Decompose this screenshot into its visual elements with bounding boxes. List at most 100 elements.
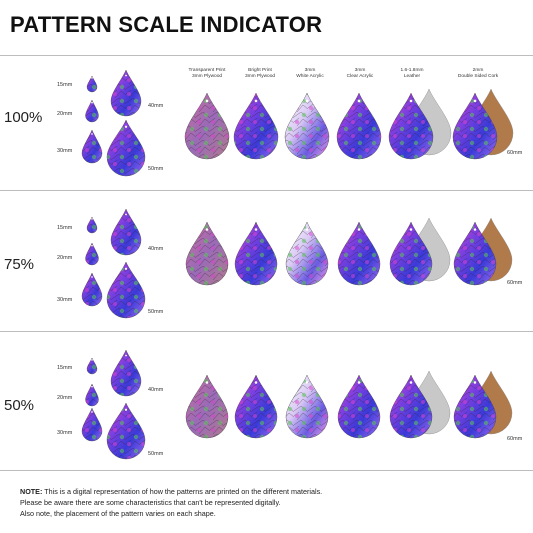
hole	[91, 101, 93, 104]
size-label: 15mm	[57, 225, 73, 231]
material-sample-drop-pattern	[338, 222, 380, 285]
size-label: 60mm	[507, 150, 523, 156]
size-sample-drop-pattern	[111, 209, 141, 255]
hole	[409, 99, 413, 103]
material-sample-drop-pattern	[454, 375, 496, 438]
material-sample-drop-pattern	[338, 375, 380, 438]
size-label: 30mm	[57, 148, 73, 154]
size-label: 60mm	[507, 280, 523, 286]
hole	[91, 133, 93, 135]
material-sample-drop-pattern	[234, 93, 278, 159]
note-block: NOTE: This is a digital representation o…	[20, 487, 520, 519]
material-header: Bright Print 3mm Plywood	[244, 68, 276, 79]
divider	[0, 470, 533, 471]
page-title: PATTERN SCALE INDICATOR	[10, 12, 323, 37]
size-sample-drop-pattern	[107, 262, 145, 318]
material-sample-drop-pattern	[337, 93, 381, 159]
material-sample-drop-pattern	[286, 375, 328, 438]
size-label: 15mm	[57, 365, 73, 371]
hole	[305, 381, 309, 384]
hole	[91, 385, 93, 388]
hole	[409, 381, 413, 384]
scale-label: 50%	[4, 397, 35, 414]
note-line: Also note, the placement of the pattern …	[20, 508, 216, 518]
size-label: 50mm	[148, 309, 164, 315]
size-sample-drop-pattern	[82, 273, 102, 306]
divider	[0, 190, 533, 191]
size-label: 30mm	[57, 430, 73, 436]
size-label: 40mm	[148, 103, 164, 109]
scale-label: 75%	[4, 256, 35, 273]
size-sample-drop-pattern	[85, 100, 99, 123]
hole	[124, 125, 128, 128]
size-label: 50mm	[148, 451, 164, 457]
material-header: 3mm Clear Acrylic	[346, 68, 374, 79]
hole	[254, 228, 258, 231]
size-sample-drop-pattern	[107, 403, 145, 459]
hole	[205, 228, 209, 231]
size-label: 40mm	[148, 387, 164, 393]
size-label: 20mm	[57, 395, 73, 401]
size-label: 20mm	[57, 255, 73, 261]
size-sample-drop-pattern	[87, 217, 97, 233]
size-sample-drop-pattern	[87, 76, 97, 92]
material-sample-drop-pattern	[186, 375, 228, 438]
hole	[124, 267, 128, 270]
hole	[473, 99, 477, 103]
hole	[305, 228, 309, 231]
size-label: 30mm	[57, 297, 73, 303]
hole	[125, 354, 127, 357]
hole	[91, 244, 93, 247]
material-header: Transparent Print 3mm Plywood	[188, 68, 226, 79]
hole	[357, 99, 361, 103]
material-sample-drop-pattern	[235, 222, 277, 285]
size-sample-drop-pattern	[111, 70, 141, 116]
hole	[305, 99, 309, 103]
hole	[473, 381, 477, 384]
material-header: 3mm White Acrylic	[296, 68, 324, 79]
note-line: This is a digital representation of how …	[44, 487, 323, 496]
divider	[0, 331, 533, 332]
hole	[357, 381, 361, 384]
hole	[473, 228, 477, 231]
hole	[357, 228, 361, 231]
hole	[409, 228, 413, 231]
hole	[125, 213, 127, 216]
material-header: 2mm Double Sided Cork	[457, 68, 499, 79]
material-sample-drop-pattern	[185, 93, 229, 159]
size-sample-drop-pattern	[82, 130, 102, 163]
material-sample-drop-pattern	[286, 222, 328, 285]
hole	[205, 99, 209, 103]
size-label: 60mm	[507, 436, 523, 442]
hole	[91, 77, 93, 79]
material-sample-drop-pattern	[186, 222, 228, 285]
material-sample-drop-pattern	[285, 93, 329, 159]
hole	[125, 74, 127, 77]
hole	[91, 276, 93, 278]
divider	[0, 55, 533, 56]
size-sample-drop-pattern	[85, 243, 99, 266]
size-sample-drop-pattern	[82, 408, 102, 441]
size-label: 15mm	[57, 82, 73, 88]
scale-label: 100%	[4, 109, 43, 126]
hole	[205, 381, 209, 384]
material-sample-drop-pattern	[453, 93, 497, 159]
size-sample-drop-pattern	[111, 350, 141, 396]
note-line: Please be aware there are some character…	[20, 497, 281, 507]
material-sample-drop-pattern	[389, 93, 433, 159]
hole	[91, 411, 93, 413]
hole	[254, 99, 258, 103]
hole	[91, 359, 93, 361]
size-sample-drop-pattern	[85, 384, 99, 406]
size-label: 40mm	[148, 246, 164, 252]
material-sample-drop-pattern	[390, 222, 432, 285]
size-label: 20mm	[57, 111, 73, 117]
hole	[91, 218, 93, 220]
material-header: 1.6-1.8mm Leather	[400, 68, 424, 79]
size-sample-drop-pattern	[87, 358, 97, 374]
material-sample-drop-pattern	[235, 375, 277, 438]
material-sample-drop-pattern	[454, 222, 496, 285]
material-sample-drop-pattern	[390, 375, 432, 438]
hole	[124, 408, 128, 411]
